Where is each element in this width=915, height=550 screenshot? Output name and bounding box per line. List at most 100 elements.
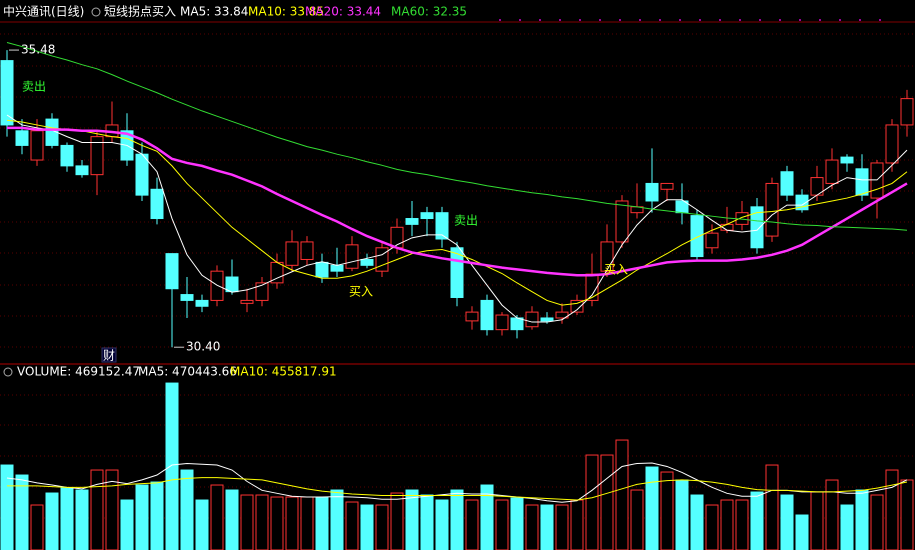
volume-bar [885, 469, 899, 550]
volume-title: VOLUME: 469152.47 [17, 365, 140, 379]
legend-entry: MA5: 470443.66 [138, 365, 237, 379]
volume-bar [15, 474, 29, 550]
header-dot [579, 19, 581, 21]
ma-line [7, 126, 908, 277]
candle-body [165, 253, 179, 290]
volume-bar [525, 504, 539, 550]
candle-body [15, 130, 29, 146]
header-dot [639, 19, 641, 21]
candle-body [660, 182, 674, 190]
volume-bar [615, 439, 629, 550]
volume-bar [390, 492, 404, 550]
volume-bar [870, 494, 884, 550]
candle-body [615, 200, 629, 243]
volume-bar [450, 489, 464, 550]
volume-bar [375, 504, 389, 550]
volume-bar [285, 496, 299, 550]
header-dot [879, 19, 881, 21]
volume-bar [630, 489, 644, 550]
extreme-label: 35.48 [21, 43, 55, 57]
legend-entry: MA60: 32.35 [391, 5, 467, 19]
icon [3, 367, 13, 377]
volume-bar [180, 469, 194, 550]
volume-bar [210, 484, 224, 550]
volume-bar [840, 504, 854, 550]
header-dot [539, 19, 541, 21]
volume-ma-line [7, 477, 908, 501]
icon [91, 7, 101, 17]
candle-body [855, 168, 869, 196]
header-dot [519, 19, 521, 21]
volume-bar [255, 494, 269, 550]
candle-body [375, 247, 389, 272]
signal-label: 买入 [604, 263, 628, 277]
candle-body [510, 317, 524, 331]
volume-bar [570, 499, 584, 550]
volume-bar [270, 496, 284, 550]
volume-bar [825, 479, 839, 550]
candle-body [540, 317, 554, 322]
volume-bar [330, 489, 344, 550]
candle-body [285, 241, 299, 266]
legend-entry: MA10: 33.85 [248, 5, 324, 19]
candle-body [780, 171, 794, 196]
candle-body [570, 299, 584, 313]
volume-bar [105, 469, 119, 550]
volume-bar [480, 484, 494, 550]
legend-entry: MA20: 33.44 [305, 5, 381, 19]
ma-line [6, 114, 908, 323]
volume-bar [60, 487, 74, 550]
volume-bar [600, 454, 614, 550]
legend-entry: MA5: 33.84 [180, 5, 248, 19]
signal-label: 卖出 [22, 80, 46, 94]
candle-body [255, 282, 269, 301]
candle-body [555, 311, 569, 319]
volume-bar [240, 494, 254, 550]
volume-bar [720, 499, 734, 550]
candle-body [315, 261, 329, 278]
volume-bar [30, 504, 44, 550]
volume-bar [465, 499, 479, 550]
candle-body [240, 299, 254, 304]
volume-bar [225, 489, 239, 550]
header-dot [759, 19, 761, 21]
candle-body [600, 241, 614, 272]
candle-body [150, 188, 164, 220]
header-dot [619, 19, 621, 21]
ma-line [6, 119, 908, 306]
volume-bar [795, 514, 809, 550]
volume-bar [90, 469, 104, 550]
flag-box [101, 347, 117, 363]
volume-bar [0, 464, 14, 550]
candle-body [870, 162, 884, 199]
flag-label: 财 [103, 349, 115, 363]
extreme-label: 30.40 [186, 340, 220, 354]
volume-bar [810, 491, 824, 550]
volume-bar [120, 499, 134, 550]
header-dot [839, 19, 841, 21]
signal-label: 买入 [349, 285, 373, 299]
volume-bar [780, 494, 794, 550]
candle-body [705, 232, 719, 249]
volume-bar [660, 471, 674, 550]
volume-bar [765, 464, 779, 550]
candle-body [75, 165, 89, 176]
candle-body [180, 294, 194, 301]
candle-body [210, 270, 224, 301]
candle-body [420, 212, 434, 220]
header-dot [819, 19, 821, 21]
candle-body [465, 311, 479, 322]
candle-body [525, 311, 539, 328]
volume-bar [510, 497, 524, 550]
volume-bar [360, 504, 374, 550]
volume-bar [495, 499, 509, 550]
header-dot [739, 19, 741, 21]
candle-body [840, 156, 854, 164]
candle-body [0, 60, 14, 126]
header-dot [779, 19, 781, 21]
candle-body [750, 206, 764, 249]
header-dot [859, 19, 861, 21]
candle-body [495, 314, 509, 331]
volume-bar [540, 504, 554, 550]
candle-body [435, 212, 449, 240]
